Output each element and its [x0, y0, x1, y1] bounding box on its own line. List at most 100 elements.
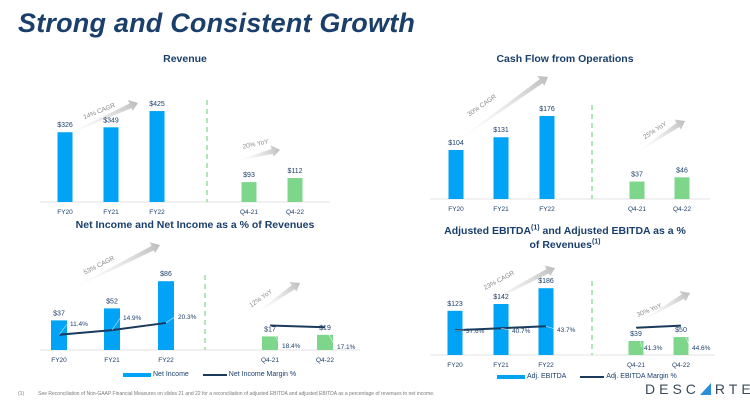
bar-value-label: $19	[319, 325, 331, 332]
bar-q4-21	[629, 181, 645, 199]
bar-value-label: $176	[539, 106, 555, 113]
bar-q4-22	[674, 177, 690, 199]
bar-value-label: $104	[448, 140, 464, 147]
logo-wedge-icon	[699, 383, 711, 395]
annual-growth-arrow	[445, 75, 548, 150]
bar-value-label: $52	[106, 298, 118, 305]
x-tick-label: FY21	[103, 209, 119, 216]
quarter-growth-arrow-icon	[635, 290, 690, 325]
bar-fy22	[158, 281, 174, 350]
data-label-leader	[58, 322, 69, 335]
x-tick-label: FY20	[448, 206, 464, 213]
bar-value-label: $37	[631, 172, 643, 179]
quarter-growth-arrow	[635, 290, 690, 325]
x-tick-label: Q4-21	[261, 357, 279, 364]
bar-value-label: $93	[243, 172, 255, 179]
bar-value-label: $123	[447, 301, 463, 308]
annual-growth-arrow-icon	[445, 75, 548, 150]
net-income-chart-title: Net Income and Net Income as a % of Reve…	[75, 219, 315, 231]
bar-value-label: $17	[264, 326, 276, 333]
margin-value-label: 20.3%	[178, 314, 197, 321]
bar-value-label: $46	[676, 167, 688, 174]
quarter-growth-arrow	[232, 145, 281, 162]
x-tick-label: Q4-21	[240, 209, 258, 216]
footnote-ref: (1)	[531, 224, 540, 232]
data-label-leader	[269, 325, 281, 346]
logo-text-left: DESC	[645, 381, 700, 397]
legend-item-net-income: Net Income	[123, 370, 189, 379]
bar-fy22	[149, 111, 165, 202]
margin-value-label: 41.3%	[644, 345, 663, 352]
logo-text-right: RTES	[714, 381, 750, 397]
annual-growth-arrow-icon	[60, 242, 160, 295]
adj-ebitda-chart-title: Adjusted EBITDA(1) and Adjusted EBITDA a…	[420, 224, 710, 252]
revenue-chart-title: Revenue	[163, 53, 207, 65]
bar-q4-21	[262, 336, 278, 350]
cash-flow-chart-title: Cash Flow from Operations	[496, 53, 634, 65]
quarter-margin-line	[635, 324, 682, 329]
legend-line-swatch	[202, 373, 227, 376]
adj-ebitda-legend: Adj. EBITDA Adj. EBITDA Margin %	[497, 372, 677, 381]
legend-bar-swatch	[497, 374, 525, 379]
quarter-margin-line	[269, 324, 326, 329]
bar-fy21	[103, 127, 119, 202]
bar-fy21	[493, 304, 509, 355]
quarter-growth-arrow-icon	[250, 281, 301, 318]
bar-fy21	[493, 137, 509, 199]
x-tick-label: Q4-21	[628, 206, 646, 213]
footnote-marker: (1)	[18, 391, 25, 397]
bar-value-label: $50	[675, 327, 687, 334]
title-part: and Adjusted EBITDA as a %	[539, 225, 686, 237]
bar-q4-22	[317, 334, 333, 350]
data-label-leader	[165, 315, 177, 324]
descartes-logo: DESCRTES™	[645, 381, 750, 397]
annual-growth-arrow	[470, 265, 555, 312]
quarter-growth-arrow-icon	[232, 145, 281, 162]
x-tick-label: FY20	[447, 362, 463, 369]
page-title: Strong and Consistent Growth	[18, 8, 416, 38]
footnote-ref: (1)	[591, 238, 601, 246]
legend-item-adj-ebitda: Adj. EBITDA	[497, 372, 566, 381]
bar-fy20	[448, 149, 464, 199]
bar-value-label: $425	[149, 101, 165, 108]
margin-value-label: 11.4%	[70, 321, 88, 328]
bar-value-label: $326	[57, 122, 73, 129]
legend-label: Adj. EBITDA Margin %	[606, 373, 677, 380]
bar-fy20	[51, 320, 67, 350]
quarter-growth-arrow	[250, 281, 301, 318]
x-tick-label: FY22	[158, 357, 174, 364]
x-tick-label: FY22	[538, 362, 554, 369]
annual-growth-arrow	[60, 242, 160, 295]
legend-label: Net Income Margin %	[228, 371, 297, 378]
bar-q4-22	[673, 337, 689, 355]
data-label-leader	[545, 325, 556, 330]
bar-value-label: $112	[287, 168, 302, 175]
data-label-leader	[111, 316, 122, 331]
x-tick-label: FY22	[149, 209, 165, 216]
margin-value-label: 44.6%	[692, 345, 711, 352]
bar-fy20	[57, 132, 73, 202]
bar-fy22	[538, 288, 554, 355]
bar-q4-22	[287, 178, 303, 202]
bar-value-label: $142	[493, 294, 509, 301]
quarter-growth-arrow-icon	[630, 119, 686, 157]
data-label-leader	[680, 325, 691, 348]
legend-line-swatch	[580, 375, 605, 378]
legend-item-adj-ebitda-margin: Adj. EBITDA Margin %	[580, 372, 677, 381]
margin-value-label: 18.4%	[282, 343, 301, 350]
bar-value-label: $186	[538, 278, 554, 285]
x-tick-label: FY20	[57, 209, 73, 216]
bar-fy22	[539, 116, 555, 199]
x-tick-label: Q4-22	[672, 362, 690, 369]
annual-growth-arrow	[55, 99, 138, 140]
x-tick-label: FY21	[104, 357, 120, 364]
legend-item-net-income-margin: Net Income Margin %	[202, 370, 297, 379]
footnote: (1) See Reconciliation of Non-GAAP Financ…	[18, 391, 434, 398]
x-tick-label: FY21	[493, 206, 509, 213]
x-tick-label: Q4-22	[286, 209, 304, 216]
margin-value-label: 37.6%	[466, 328, 485, 335]
x-tick-label: FY22	[539, 206, 555, 213]
bar-value-label: $86	[160, 271, 172, 278]
